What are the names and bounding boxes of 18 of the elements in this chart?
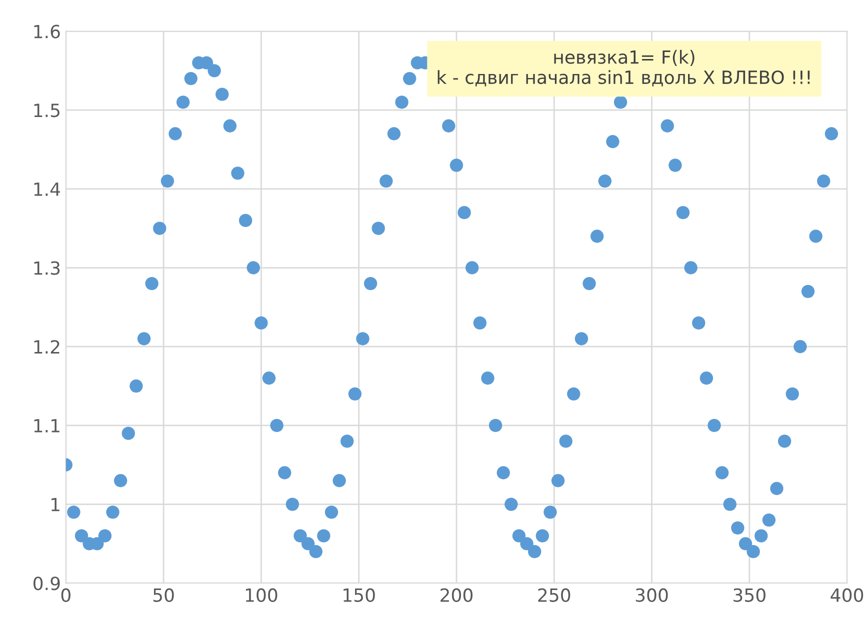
y-tick-label: 1.1 xyxy=(34,419,60,432)
x-tick-label: 150 xyxy=(344,588,375,602)
y-tick-label: 1.3 xyxy=(34,261,60,275)
x-tick-label: 350 xyxy=(734,588,766,602)
x-tick-label: 0 xyxy=(61,588,70,602)
x-tick-label: 250 xyxy=(538,588,570,602)
y-tick-label: 1.4 xyxy=(34,182,60,196)
x-tick-label: 400 xyxy=(830,588,864,602)
y-tick-label: 1.5 xyxy=(34,104,60,118)
y-tick-label: 1.6 xyxy=(34,24,60,38)
y-tick-label: 1.2 xyxy=(34,340,60,354)
x-tick-label: 300 xyxy=(636,588,668,602)
x-tick-label: 100 xyxy=(246,588,278,602)
x-tick-label: 200 xyxy=(440,588,473,602)
y-tick-label: 1 xyxy=(52,498,60,512)
y-tick-label: 0.9 xyxy=(34,576,60,590)
annotation: невязка1= F(k) k - сдвиг начала sin1 вдоль X ВЛЕВО !!! xyxy=(438,50,810,86)
x-tick-label: 50 xyxy=(153,588,174,602)
